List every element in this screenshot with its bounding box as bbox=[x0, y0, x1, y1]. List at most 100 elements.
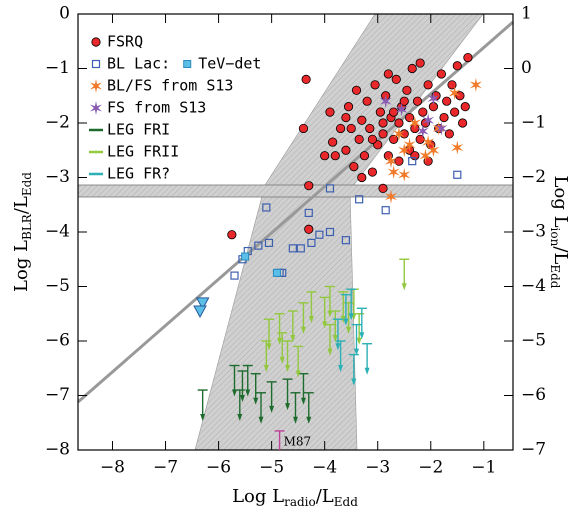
point bbox=[183, 60, 192, 68]
point bbox=[362, 96, 372, 106]
point bbox=[469, 77, 482, 92]
upper-limit bbox=[197, 389, 208, 422]
upper-limit bbox=[261, 340, 272, 372]
limit-head bbox=[290, 335, 296, 343]
y-tick-label: −5 bbox=[45, 276, 70, 296]
x-tick-label: −1 bbox=[471, 458, 496, 478]
point bbox=[341, 112, 351, 123]
point bbox=[436, 69, 446, 79]
limit-head bbox=[245, 389, 251, 397]
upper-limit bbox=[293, 345, 304, 378]
upper-limit bbox=[351, 323, 362, 356]
y-axis-label: Log LBLR/LEdd bbox=[11, 172, 34, 292]
limit-head bbox=[340, 315, 346, 323]
upper-limit bbox=[282, 340, 293, 372]
point bbox=[272, 268, 281, 277]
point bbox=[325, 227, 335, 237]
point bbox=[325, 107, 335, 117]
upper-limit bbox=[338, 291, 349, 323]
point bbox=[416, 124, 429, 139]
limit-head bbox=[258, 416, 264, 424]
y-tick-label: −7 bbox=[45, 385, 70, 405]
limit-head bbox=[231, 389, 237, 397]
legend-label: TeV−det bbox=[198, 55, 261, 73]
point bbox=[89, 101, 103, 115]
point bbox=[91, 59, 101, 69]
point bbox=[241, 252, 250, 261]
upper-limit bbox=[348, 353, 359, 386]
upper-limit bbox=[229, 364, 240, 397]
upper-limit bbox=[319, 296, 330, 329]
point bbox=[315, 230, 324, 239]
y-tick-label: −6 bbox=[45, 331, 70, 351]
point bbox=[432, 121, 445, 136]
point bbox=[343, 102, 354, 112]
upper-limit bbox=[282, 378, 293, 411]
upper-limit bbox=[303, 392, 314, 424]
y2-axis-label: Log Lion/LEdd bbox=[549, 176, 572, 289]
point bbox=[365, 123, 375, 134]
point bbox=[463, 52, 473, 63]
x-axis-label: Log Lradio/LEdd bbox=[232, 486, 358, 509]
point bbox=[367, 167, 378, 177]
limit-head bbox=[293, 416, 298, 424]
point bbox=[447, 80, 457, 90]
upper-limit bbox=[193, 305, 207, 319]
point bbox=[341, 145, 351, 155]
upper-limit bbox=[332, 318, 343, 351]
upper-limit bbox=[266, 381, 277, 413]
point bbox=[391, 74, 401, 85]
limit-head bbox=[285, 403, 291, 411]
y2-tick-label: −3 bbox=[521, 222, 546, 242]
upper-limit bbox=[298, 302, 309, 334]
point bbox=[262, 203, 271, 212]
x-tick-label: −6 bbox=[206, 458, 231, 478]
point bbox=[330, 151, 340, 161]
point bbox=[448, 86, 461, 101]
annotation: M87 bbox=[284, 434, 312, 448]
point bbox=[403, 137, 416, 152]
upper-limit bbox=[356, 307, 367, 340]
limit-head bbox=[346, 326, 352, 334]
limit-head bbox=[354, 348, 360, 356]
point bbox=[367, 134, 378, 144]
x-tick-label: −5 bbox=[259, 458, 284, 478]
point bbox=[453, 170, 462, 179]
upper-limit bbox=[330, 310, 341, 343]
upper-limit bbox=[298, 373, 309, 405]
point bbox=[230, 271, 239, 280]
y2-tick-label: 1 bbox=[521, 4, 532, 24]
y2-tick-label: −6 bbox=[521, 385, 546, 405]
limit-head bbox=[263, 365, 269, 372]
legend-label: BL/FS from S13 bbox=[107, 77, 233, 95]
y-tick-label: −2 bbox=[45, 113, 70, 133]
upper-limit bbox=[242, 364, 253, 397]
upper-limit bbox=[274, 313, 285, 345]
point bbox=[387, 165, 400, 180]
point bbox=[357, 115, 367, 125]
limit-head bbox=[279, 356, 285, 364]
point bbox=[408, 157, 417, 166]
threshold-band bbox=[77, 184, 514, 198]
point bbox=[427, 143, 440, 158]
limit-head bbox=[253, 397, 259, 405]
y-tick-label: 0 bbox=[59, 4, 70, 24]
limit-head bbox=[277, 337, 283, 345]
point bbox=[399, 96, 409, 106]
point bbox=[404, 112, 415, 123]
point bbox=[296, 244, 305, 253]
y2-tick-label: −2 bbox=[521, 167, 546, 187]
point bbox=[439, 112, 449, 123]
limit-head bbox=[335, 343, 341, 351]
point bbox=[407, 63, 417, 74]
point bbox=[392, 126, 406, 141]
limit-head bbox=[200, 414, 206, 422]
limit-head bbox=[351, 378, 357, 386]
point bbox=[394, 118, 404, 128]
limit-head bbox=[295, 370, 301, 378]
point bbox=[394, 156, 404, 166]
point bbox=[415, 58, 425, 68]
point bbox=[91, 37, 101, 47]
point bbox=[423, 80, 433, 90]
